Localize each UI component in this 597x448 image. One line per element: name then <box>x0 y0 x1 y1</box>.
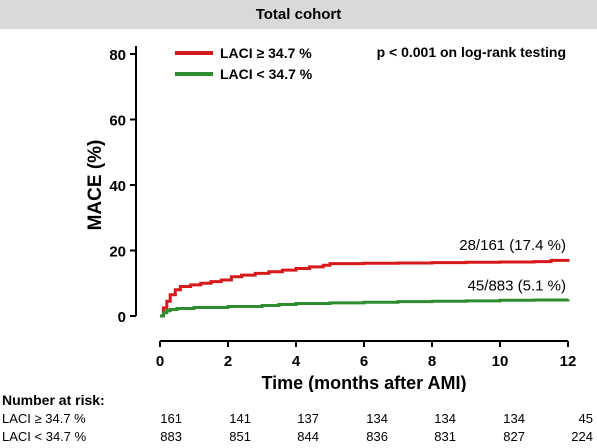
km-chart: 0 20 40 60 80 0 2 4 6 8 10 12 Time (months after AMI… <box>85 44 577 392</box>
y-axis-label: MACE (%) <box>85 140 106 231</box>
y-tick-label: 40 <box>109 178 126 195</box>
x-tick-label: 10 <box>492 353 509 370</box>
legend-label-2: LACI < 34.7 % <box>220 66 313 82</box>
series-end-label-2: 45/883 (5.1 %) <box>468 277 566 294</box>
header-bar: Total cohort <box>0 0 597 29</box>
series-end-label-1: 28/161 (17.4 %) <box>459 237 566 254</box>
risk-value: 134 <box>366 411 388 426</box>
x-tick-label: 6 <box>360 353 368 370</box>
risk-value: 134 <box>503 411 525 426</box>
risk-value: 883 <box>160 429 182 444</box>
legend-label-1: LACI ≥ 34.7 % <box>220 45 312 61</box>
x-axis-label: Time (months after AMI) <box>261 373 466 392</box>
risk-row-label: LACI ≥ 34.7 % <box>2 411 86 426</box>
risk-table-title: Number at risk: <box>2 392 105 408</box>
risk-value: 45 <box>578 411 593 426</box>
x-tick-label: 12 <box>560 353 577 370</box>
x-tick-label: 8 <box>428 353 436 370</box>
chart-title: Total cohort <box>255 6 342 23</box>
series-line-1 <box>160 258 570 318</box>
risk-value: 851 <box>229 429 251 444</box>
risk-value: 836 <box>366 429 388 444</box>
x-tick-label: 2 <box>224 353 232 370</box>
x-tick-label: 0 <box>156 353 164 370</box>
y-tick-label: 0 <box>118 309 126 326</box>
y-tick-label: 80 <box>109 47 126 64</box>
y-tick-label: 60 <box>109 113 126 130</box>
x-tick-label: 4 <box>292 353 301 370</box>
y-tick-label: 20 <box>109 244 126 261</box>
series-line-2 <box>160 298 570 318</box>
risk-value: 134 <box>434 411 456 426</box>
risk-value: 137 <box>297 411 319 426</box>
risk-value: 141 <box>229 411 251 426</box>
risk-value: 224 <box>571 429 593 444</box>
risk-value: 161 <box>160 411 182 426</box>
risk-row-high: LACI ≥ 34.7 % 161 141 137 134 134 134 45 <box>0 411 597 429</box>
risk-value: 831 <box>434 429 456 444</box>
risk-value: 844 <box>297 429 319 444</box>
risk-row-low: LACI < 34.7 % 883 851 844 836 831 827 22… <box>0 429 597 447</box>
pvalue-annotation: p < 0.001 on log-rank testing <box>377 44 566 60</box>
risk-value: 827 <box>503 429 525 444</box>
risk-row-label: LACI < 34.7 % <box>2 429 87 444</box>
